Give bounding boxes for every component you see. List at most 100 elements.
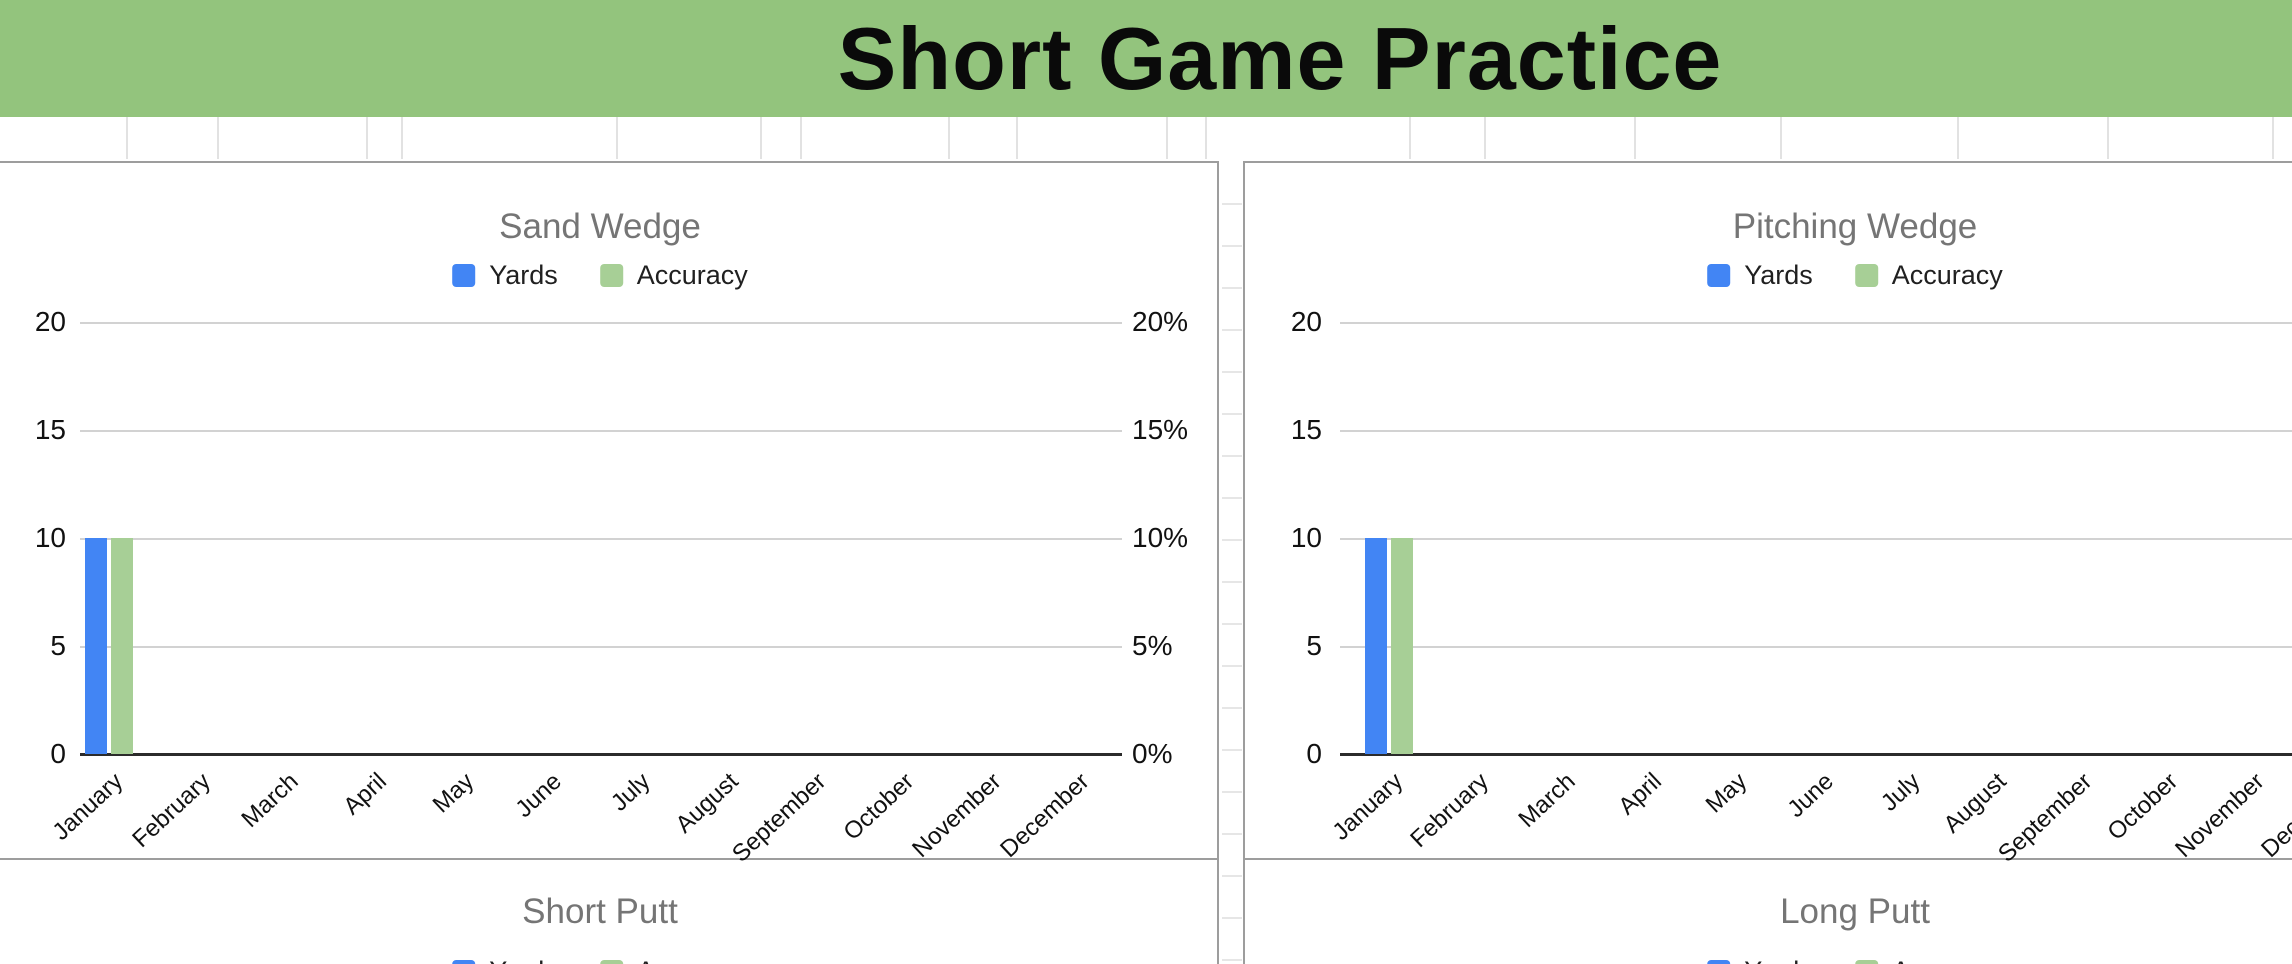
chart-panel-long-putt[interactable]	[1243, 858, 2292, 964]
sheet-column-line	[401, 117, 403, 159]
sheet-column-line	[1409, 117, 1411, 159]
gridline	[1340, 646, 2292, 648]
sheet-column-line	[217, 117, 219, 159]
sheet-row-line	[1222, 455, 1242, 457]
sheet-row-line	[1222, 875, 1242, 877]
chart-title-short-putt: Short Putt	[522, 892, 678, 931]
axis-label-left: 15	[1290, 414, 1322, 445]
sheet-column-line	[760, 117, 762, 159]
axis-label-right: 5%	[1132, 630, 1173, 661]
gridline	[1340, 538, 2292, 540]
sheet-column-line	[1484, 117, 1486, 159]
axis-label-right: 15%	[1132, 414, 1189, 445]
sheet-row-line	[1222, 413, 1242, 415]
bar-accuracy	[111, 538, 133, 754]
gridline	[80, 430, 1122, 432]
axis-baseline	[80, 753, 1122, 756]
sheet-row-line	[1222, 581, 1242, 583]
bar-accuracy	[1391, 538, 1413, 754]
legend-label-yards: Yards	[489, 260, 558, 290]
accuracy-swatch-icon	[1854, 960, 1878, 964]
gridline	[1340, 430, 2292, 432]
sheet-column-line	[1166, 117, 1168, 159]
legend-sand-wedge: Yards Accuracy	[452, 260, 748, 291]
sheet-column-line	[948, 117, 950, 159]
legend-pitching-wedge: Yards Accuracy	[1707, 260, 2003, 291]
chart-title-sand-wedge: Sand Wedge	[499, 207, 701, 246]
sheet-row-line	[1222, 371, 1242, 373]
yards-swatch-icon	[452, 960, 476, 964]
chart-title-long-putt: Long Putt	[1780, 892, 1930, 931]
legend-item-yards[interactable]: Yards	[452, 956, 558, 964]
yards-swatch-icon	[1707, 960, 1731, 964]
axis-label-right: 20%	[1132, 306, 1189, 337]
axis-label-left: 20	[1290, 306, 1322, 337]
sheet-row-line	[1222, 833, 1242, 835]
legend-label-accuracy: Accuracy	[1891, 260, 2003, 290]
axis-baseline	[1340, 753, 2292, 756]
legend-short-putt: Yards Accuracy	[452, 956, 748, 964]
accuracy-swatch-icon	[1854, 264, 1878, 287]
sheet-row-line	[1222, 287, 1242, 289]
axis-label-left: 0	[50, 738, 66, 769]
legend-item-yards[interactable]: Yards	[1707, 956, 1813, 964]
legend-item-accuracy[interactable]: Accuracy	[599, 260, 748, 291]
sheet-row-line	[1222, 329, 1242, 331]
sheet-row-line	[1222, 665, 1242, 667]
legend-item-yards[interactable]: Yards	[1707, 260, 1813, 291]
sheet-row-line	[1222, 203, 1242, 205]
gridline	[80, 322, 1122, 324]
gridline	[1340, 322, 2292, 324]
sheet-row-line	[1222, 791, 1242, 793]
legend-label-accuracy: Accuracy	[1892, 956, 2003, 964]
sheet-row-line	[1222, 917, 1242, 919]
axis-label-left: 5	[50, 630, 66, 661]
chart-title-pitching-wedge: Pitching Wedge	[1732, 207, 1978, 246]
axis-label-right: 0%	[1132, 738, 1173, 769]
sheet-row-line	[1222, 749, 1242, 751]
legend-item-accuracy[interactable]: Accuracy	[1854, 260, 2003, 291]
bar-yards	[1365, 538, 1387, 754]
sheet-column-line	[1780, 117, 1782, 159]
axis-label-right: 10%	[1132, 522, 1189, 553]
legend-label-accuracy: Accuracy	[636, 260, 748, 290]
legend-label-yards: Yards	[489, 956, 558, 964]
sheet-column-line	[2107, 117, 2109, 159]
accuracy-swatch-icon	[599, 960, 623, 964]
sheet-title: Short Game Practice	[837, 8, 1723, 108]
sheet-row-line	[1222, 245, 1242, 247]
sheet-row-line	[1222, 623, 1242, 625]
yards-swatch-icon	[1707, 264, 1731, 287]
axis-label-left: 20	[34, 306, 66, 337]
chart-panel-short-putt[interactable]	[0, 858, 1219, 964]
yards-swatch-icon	[452, 264, 476, 287]
axis-label-left: 10	[34, 522, 66, 553]
sheet-column-line	[1634, 117, 1636, 159]
sheet-row-line	[1222, 497, 1242, 499]
sheet-column-line	[800, 117, 802, 159]
sheet-column-line	[126, 117, 128, 159]
legend-label-accuracy: Accuracy	[637, 956, 748, 964]
bar-yards	[85, 538, 107, 754]
axis-label-left: 15	[34, 414, 66, 445]
axis-label-left: 5	[1306, 630, 1322, 661]
legend-label-yards: Yards	[1744, 260, 1813, 290]
gridline	[80, 646, 1122, 648]
legend-item-yards[interactable]: Yards	[452, 260, 558, 291]
axis-label-left: 10	[1290, 522, 1322, 553]
sheet-column-line	[2272, 117, 2274, 159]
axis-label-left: 0	[1306, 738, 1322, 769]
sheet-column-line	[366, 117, 368, 159]
accuracy-swatch-icon	[599, 264, 623, 287]
legend-label-yards: Yards	[1744, 956, 1813, 964]
sheet-column-line	[616, 117, 618, 159]
sheet-row-line	[1222, 539, 1242, 541]
sheet-row-line	[1222, 707, 1242, 709]
sheet-column-line	[1016, 117, 1018, 159]
legend-item-accuracy[interactable]: Accuracy	[1854, 956, 2003, 964]
sheet-column-line	[1957, 117, 1959, 159]
sheet-title-banner: Short Game Practice	[0, 0, 2292, 117]
chart-panel-pitching-wedge[interactable]	[1243, 161, 2292, 860]
sheet-row-line	[1222, 959, 1242, 961]
legend-item-accuracy[interactable]: Accuracy	[599, 956, 748, 964]
